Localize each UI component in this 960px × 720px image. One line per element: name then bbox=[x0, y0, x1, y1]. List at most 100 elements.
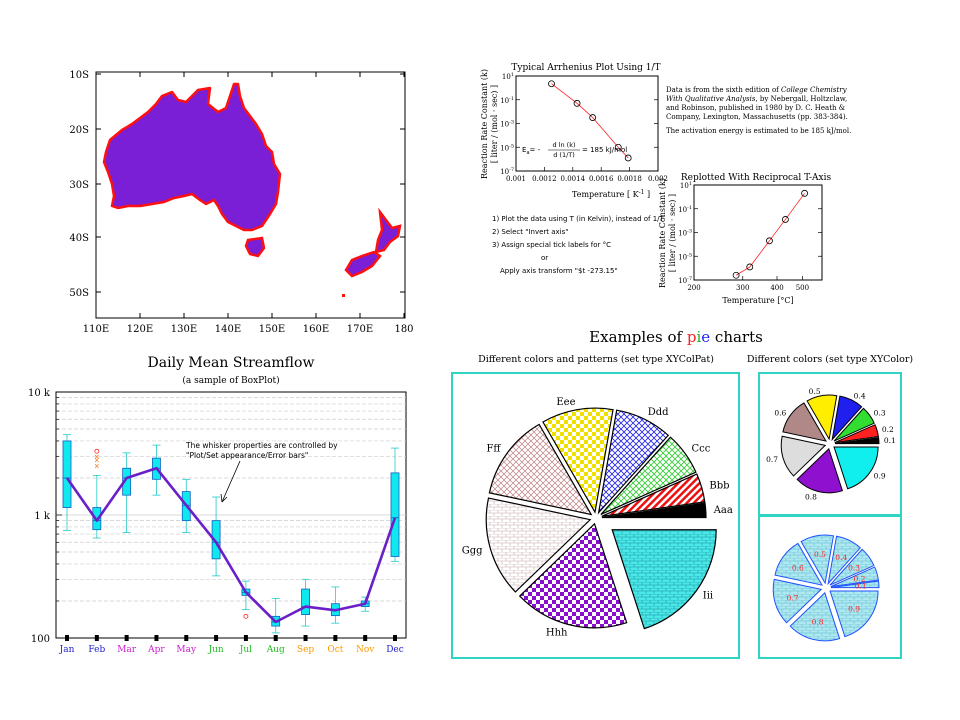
ea-formula: Ea= - d ln (k) d (1/T) = 185 kJ/mol bbox=[522, 141, 627, 159]
step-3: 3) Assign special tick labels for °C bbox=[492, 241, 611, 249]
data-point bbox=[801, 189, 809, 197]
lat-label-20s: 20S bbox=[69, 125, 89, 136]
streamflow-subtitle: (a sample of BoxPlot) bbox=[182, 375, 279, 386]
whisker-annotation-1: The whisker properties are controlled by bbox=[185, 441, 338, 450]
month-tick bbox=[154, 635, 159, 641]
data-point bbox=[746, 263, 754, 271]
month-tick bbox=[273, 635, 278, 641]
y-tick-label: 10-3 bbox=[678, 229, 692, 238]
pie-label: 0.8 bbox=[805, 492, 817, 501]
data-point bbox=[548, 80, 555, 88]
arrhenius-frame bbox=[515, 75, 659, 172]
svg-text:Company, Lexington, Massachuse: Company, Lexington, Massachusetts (pp. 3… bbox=[666, 113, 848, 121]
pie-label: 0.7 bbox=[766, 455, 778, 464]
lon-label-130e: 130E bbox=[171, 324, 197, 335]
step-4: Apply axis transform "$t -273.15" bbox=[500, 267, 618, 275]
ea-numerator: d ln (k) bbox=[552, 141, 575, 149]
reciprocal-xlabel: Temperature [°C] bbox=[722, 296, 793, 305]
pie-label: 0.1 bbox=[855, 582, 867, 591]
nz-north-island bbox=[374, 207, 402, 254]
arrhenius-xlabel: Temperature [ K-1 ] bbox=[572, 189, 650, 199]
arrhenius-ylabel-2: [ liter / (mol · sec) ] bbox=[490, 85, 499, 163]
map-panel: 10S 20S 30S 40S 50S 110E 120E 130E 140E … bbox=[69, 70, 413, 335]
pie-label: Fff bbox=[486, 444, 501, 455]
x-tick-label: 500 bbox=[796, 284, 809, 292]
pie-slice-0-7 bbox=[772, 578, 823, 624]
month-label-sep: Sep bbox=[297, 645, 314, 655]
ylabel-10k: 10 k bbox=[28, 388, 51, 399]
pie-label: 0.4 bbox=[835, 553, 847, 562]
streamflow-panel: Daily Mean Streamflow (a sample of BoxPl… bbox=[28, 355, 407, 655]
pie-label: 0.5 bbox=[809, 387, 821, 396]
pie-slice-0-6 bbox=[782, 402, 827, 442]
outlier: × bbox=[94, 463, 100, 471]
month-label-nov: Nov bbox=[356, 645, 375, 655]
month-tick bbox=[303, 635, 308, 641]
annotation-arrowhead bbox=[220, 493, 228, 503]
lat-label-40s: 40S bbox=[69, 233, 89, 244]
pie-label: Eee bbox=[556, 397, 575, 408]
pie-slice-hhh bbox=[518, 522, 628, 629]
pie-slice-ggg bbox=[485, 497, 592, 593]
arrhenius-fit-line bbox=[551, 83, 629, 159]
lon-label-110e: 110E bbox=[83, 324, 109, 335]
y-tick-label: 10-5 bbox=[678, 252, 692, 261]
nz-south-island bbox=[344, 250, 382, 278]
y-tick-label: 10-7 bbox=[500, 167, 514, 176]
pie-slice-ccc bbox=[600, 436, 697, 516]
month-tick bbox=[94, 635, 99, 641]
pie-label: Ddd bbox=[648, 407, 669, 418]
y-tick-label: 10-5 bbox=[500, 143, 514, 152]
tasmania-island bbox=[244, 236, 266, 258]
box-jan bbox=[62, 440, 72, 508]
reciprocal-panel: Replotted With Reciprocal T-Axis 10-7 10-… bbox=[658, 173, 831, 305]
month-label-aug: Aug bbox=[266, 645, 285, 655]
svg-text:The activation energy is estim: The activation energy is estimated to be… bbox=[666, 127, 851, 135]
pie-right-title: Different colors (set type XYColor) bbox=[747, 354, 913, 365]
pie-label: 0.9 bbox=[874, 472, 886, 481]
pie-section: Examples of pie charts Different colors … bbox=[451, 328, 913, 659]
pie-label: Aaa bbox=[713, 505, 733, 516]
reciprocal-title: Replotted With Reciprocal T-Axis bbox=[681, 173, 832, 183]
outlier: × bbox=[94, 456, 100, 464]
lat-label-50s: 50S bbox=[69, 288, 89, 299]
pie-slice-0-1 bbox=[830, 580, 880, 589]
lon-label-160e: 160E bbox=[303, 324, 329, 335]
outlier bbox=[243, 613, 249, 619]
month-tick bbox=[363, 635, 368, 641]
arrhenius-ylabel-1: Reaction Rate Constant (k) bbox=[480, 69, 489, 179]
pie-label: 0.2 bbox=[882, 425, 894, 434]
streamflow-month-labels: Jan Feb Mar Apr May Jun Jul Aug Sep Oct Nov Dec bbox=[59, 635, 404, 655]
month-tick bbox=[333, 635, 338, 641]
median-line bbox=[65, 466, 397, 624]
pie-slice-bbb bbox=[601, 473, 706, 517]
pie-slice-0-6 bbox=[774, 542, 823, 586]
pie-slice-0-2 bbox=[830, 566, 879, 588]
data-point bbox=[624, 154, 632, 162]
reciprocal-frame bbox=[693, 184, 823, 281]
y-tick-label: 10-7 bbox=[678, 276, 692, 285]
pie-slice-0-4 bbox=[827, 535, 862, 586]
pie-label: Bbb bbox=[709, 480, 729, 491]
month-label-jul: Jul bbox=[239, 645, 252, 655]
australia-landmass bbox=[102, 82, 282, 232]
lat-label-30s: 30S bbox=[69, 180, 89, 191]
lon-label-140e: 140E bbox=[215, 324, 241, 335]
pie-label: 0.7 bbox=[787, 594, 799, 603]
pie-left-title: Different colors and patterns (set type … bbox=[478, 354, 714, 365]
reciprocal-ylabel-1: Reaction Rate Constant (k) bbox=[658, 178, 667, 288]
box-sep bbox=[301, 588, 310, 615]
month-label-oct: Oct bbox=[327, 645, 343, 655]
step-1: 1) Plot the data using T (in Kelvin), in… bbox=[492, 215, 665, 223]
x-tick-label: 0.0018 bbox=[617, 175, 642, 183]
y-tick-label: 10-1 bbox=[678, 205, 692, 214]
pie-slice-eee bbox=[542, 407, 614, 514]
arrhenius-panel: Typical Arrhenius Plot Using 1/T 10-7 10-… bbox=[480, 63, 851, 275]
pie-label: 0.8 bbox=[812, 618, 824, 627]
pie-label: 0.6 bbox=[774, 408, 786, 417]
month-tick bbox=[214, 635, 219, 641]
pie-pattern: 0.10.20.30.4 0.5 0.6 0.7 0.8 0.9 bbox=[772, 534, 880, 642]
pie-slice-0-1 bbox=[834, 436, 880, 445]
svg-text:Ea= -: Ea= - bbox=[522, 146, 541, 156]
pie-label: 0.3 bbox=[874, 408, 886, 417]
